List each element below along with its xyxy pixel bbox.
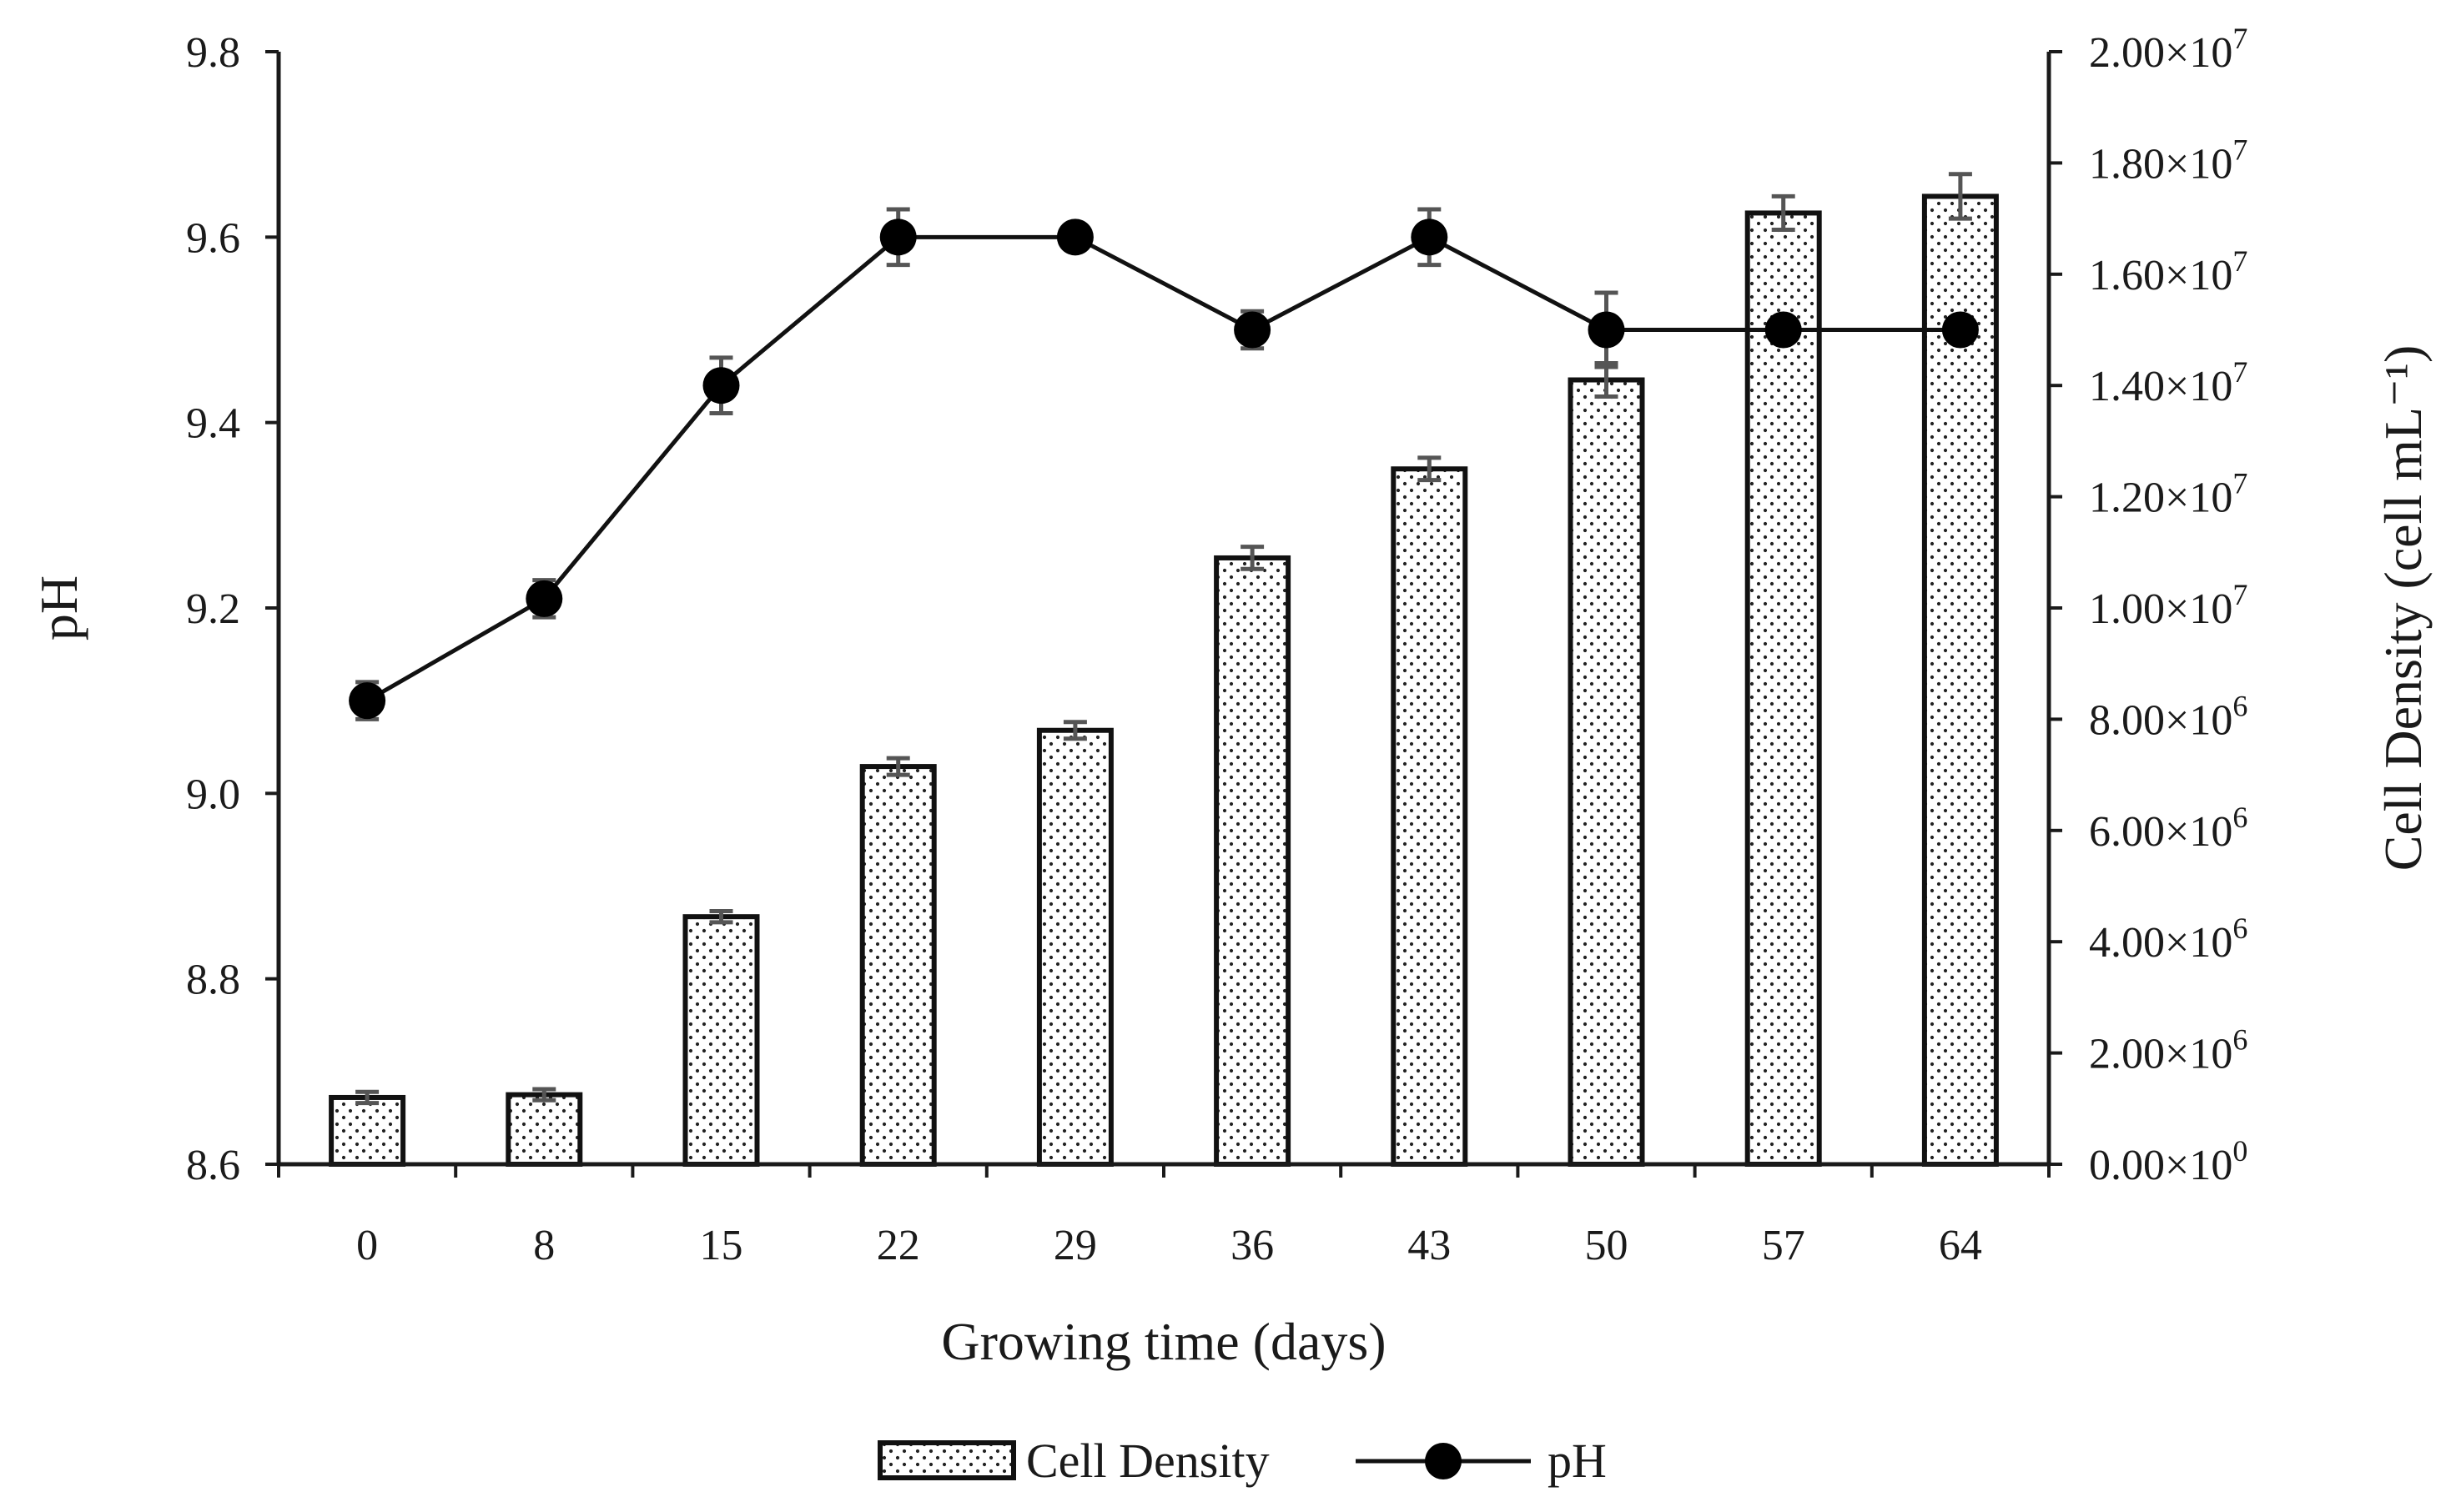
cell-density-error-bar [355, 1089, 380, 1106]
legend-cell-density-label: Cell Density [1026, 1434, 1270, 1488]
cell-density-bar [1214, 555, 1291, 1167]
ph-series [349, 207, 1979, 721]
x-tick-label: 0 [356, 1222, 378, 1269]
ph-point [1941, 311, 1979, 349]
ph-point [879, 219, 917, 256]
right-y-axis-title: Cell Density (cell mL⁻¹) [2373, 345, 2433, 872]
left-y-tick-label: 9.0 [186, 771, 240, 818]
left-y-tick-label: 9.6 [186, 214, 240, 262]
left-y-ticks: 8.6 8.8 9.0 9.2 9.4 9.6 9.8 [186, 29, 279, 1189]
right-y-tick-label: 0.00×100 [2089, 1134, 2247, 1189]
ph-point [1056, 219, 1094, 256]
x-tick-label: 8 [533, 1222, 555, 1269]
x-tick-label: 22 [877, 1222, 920, 1269]
right-y-tick-label: 1.00×107 [2089, 578, 2247, 633]
right-y-tick-label: 1.20×107 [2089, 467, 2247, 522]
ph-point [1588, 311, 1625, 349]
x-ticks: 0 8 15 22 29 36 43 50 57 64 [277, 1164, 2051, 1269]
left-y-tick-label: 9.4 [186, 400, 240, 448]
right-y-tick-label: 8.00×106 [2089, 689, 2247, 744]
x-tick-label: 50 [1585, 1222, 1628, 1269]
cell-density-error-bar [1063, 720, 1087, 741]
left-y-tick-label: 9.8 [186, 29, 240, 77]
cell-density-error-bar [886, 756, 910, 777]
right-y-ticks: 0.00×100 2.00×106 4.00×106 6.00×106 8.00×106… [2049, 22, 2247, 1189]
right-y-tick-label: 4.00×106 [2089, 912, 2247, 967]
x-tick-label: 29 [1054, 1222, 1097, 1269]
legend-ph-label: pH [1548, 1434, 1607, 1488]
ph-point [1764, 311, 1802, 349]
legend-cell-density-swatch [878, 1440, 1016, 1480]
x-tick-label: 15 [700, 1222, 743, 1269]
left-y-tick-label: 8.8 [186, 957, 240, 1004]
cell-density-error-bar [1417, 455, 1442, 483]
cell-density-bar [682, 914, 760, 1168]
right-y-tick-label: 6.00×106 [2089, 801, 2247, 856]
cell-density-bar [1921, 193, 1999, 1167]
left-y-tick-label: 9.2 [186, 585, 240, 633]
cell-density-error-bar [1241, 545, 1265, 571]
x-tick-label: 64 [1939, 1222, 1982, 1269]
right-y-tick-label: 2.00×106 [2089, 1023, 2247, 1078]
cell-density-bar [1568, 377, 1645, 1167]
left-y-axis-title: pH [29, 575, 88, 640]
ph-point [526, 580, 563, 617]
ph-point [349, 682, 386, 720]
cell-density-bar [329, 1094, 406, 1167]
cell-density-bar [506, 1092, 583, 1167]
x-tick-label: 57 [1762, 1222, 1805, 1269]
ph-point [1234, 311, 1271, 349]
cell-density-bars [329, 172, 1999, 1168]
legend-ph-marker [1425, 1443, 1462, 1479]
cell-density-bar [1391, 466, 1468, 1167]
x-tick-label: 43 [1407, 1222, 1451, 1269]
ph-point [702, 367, 740, 404]
right-y-tick-label: 1.40×107 [2089, 355, 2247, 410]
cell-density-error-bar [532, 1087, 556, 1103]
cell-density-bar [1036, 727, 1114, 1167]
ph-point [1411, 219, 1448, 256]
cell-density-bar [1744, 210, 1822, 1167]
x-axis-title: Growing time (days) [941, 1312, 1386, 1371]
right-y-tick-label: 1.80×107 [2089, 133, 2247, 188]
cell-density-bar [859, 764, 937, 1167]
cell-density-error-bar [1948, 172, 1972, 221]
ph-line [365, 234, 1960, 703]
cell-density-error-bar [709, 909, 733, 925]
x-tick-label: 36 [1231, 1222, 1274, 1269]
legend: Cell Density pH [878, 1434, 1607, 1488]
cell-density-error-bar [1771, 193, 1795, 232]
right-y-tick-label: 1.60×107 [2089, 244, 2247, 299]
right-y-tick-label: 2.00×107 [2089, 22, 2247, 77]
left-y-tick-label: 8.6 [186, 1142, 240, 1189]
